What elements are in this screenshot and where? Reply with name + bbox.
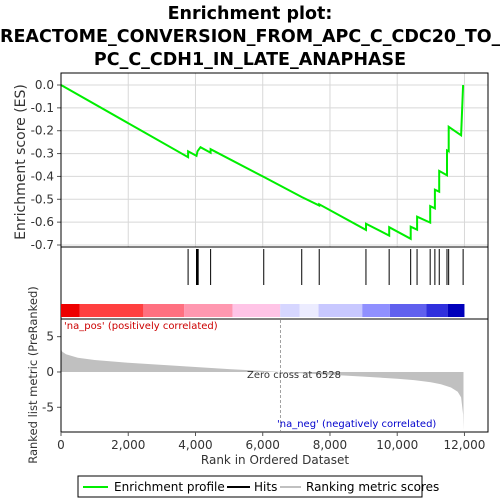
label-negative: 'na_neg' (negatively correlated) <box>277 419 436 430</box>
x-tick-label: 0 <box>57 438 65 452</box>
ranking-metric-area <box>61 348 464 431</box>
es-y-tick-label: -0.1 <box>31 101 54 115</box>
x-tick-label: 8,000 <box>313 438 347 452</box>
ranking-bar-segment <box>280 304 300 317</box>
metric-y-tick-label: 5 <box>46 330 54 344</box>
es-y-ticks: 0.0 -0.1 -0.2 -0.3 -0.4 -0.5 -0.6 -0.7 <box>31 78 61 252</box>
ranking-bar-segment <box>318 304 363 317</box>
ranking-bar-segment <box>362 304 390 317</box>
legend-hits-label: Hits <box>254 480 277 494</box>
ranking-bar-segment <box>61 304 80 317</box>
es-grid <box>60 73 488 247</box>
es-y-tick-label: -0.3 <box>31 147 54 161</box>
ranking-bar-segment <box>447 304 465 317</box>
ranking-bar-segment <box>389 304 427 317</box>
hit-marks <box>187 249 464 285</box>
metric-y-axis-label: Ranked list metric (PreRanked) <box>26 286 40 464</box>
x-tick-label: 12,000 <box>443 438 485 452</box>
es-y-tick-label: -0.5 <box>31 192 54 206</box>
ranking-bar-segment <box>143 304 185 317</box>
es-panel-frame <box>60 72 489 248</box>
es-y-tick-label: -0.7 <box>31 238 54 252</box>
legend-enrichment-profile-label: Enrichment profile <box>114 480 225 494</box>
chart-title-line-1: Enrichment plot: <box>167 4 333 24</box>
chart-title-line-2: REACTOME_CONVERSION_FROM_APC_C_CDC20_TO_… <box>0 27 500 47</box>
es-y-tick-label: -0.6 <box>31 215 54 229</box>
es-y-tick-label: -0.2 <box>31 124 54 138</box>
chart-title-line-3: PC_C_CDH1_IN_LATE_ANAPHASE <box>93 50 407 70</box>
x-axis-ticks: 0 2,000 4,000 6,000 8,000 10,000 12,000 <box>57 432 485 452</box>
metric-panel: 5 0 -5 'na_pos' (positively correlated) Ze… <box>26 286 489 464</box>
es-panel: 0.0 -0.1 -0.2 -0.3 -0.4 -0.5 -0.6 -0.7 Enrichme… <box>13 72 489 252</box>
ranking-bar-segment <box>426 304 448 317</box>
metric-y-tick-label: 0 <box>46 365 54 379</box>
ranking-bar-segment <box>184 304 233 317</box>
ranking-bar-segment <box>299 304 319 317</box>
es-y-tick-label: 0.0 <box>35 78 54 92</box>
metric-y-ticks: 5 0 -5 <box>42 330 61 414</box>
ranking-color-bar <box>61 304 465 317</box>
legend: Enrichment profile Hits Ranking metric s… <box>77 475 439 498</box>
metric-y-tick-label: -5 <box>42 400 54 414</box>
zero-cross-label: Zero cross at 6528 <box>247 370 341 381</box>
x-tick-label: 4,000 <box>178 438 212 452</box>
es-y-tick-label: -0.4 <box>31 169 54 183</box>
enrichment-profile-line <box>60 84 465 241</box>
ranking-bar-segment <box>79 304 144 317</box>
label-positive: 'na_pos' (positively correlated) <box>64 321 218 332</box>
legend-ranking-metric-label: Ranking metric scores <box>306 480 439 494</box>
x-tick-label: 6,000 <box>246 438 280 452</box>
x-tick-label: 10,000 <box>376 438 418 452</box>
x-axis-label: Rank in Ordered Dataset <box>201 453 349 467</box>
metric-panel-frame <box>60 318 489 433</box>
ranking-bar-segment <box>232 304 281 317</box>
x-tick-label: 2,000 <box>111 438 145 452</box>
es-y-axis-label: Enrichment score (ES) <box>13 84 29 240</box>
